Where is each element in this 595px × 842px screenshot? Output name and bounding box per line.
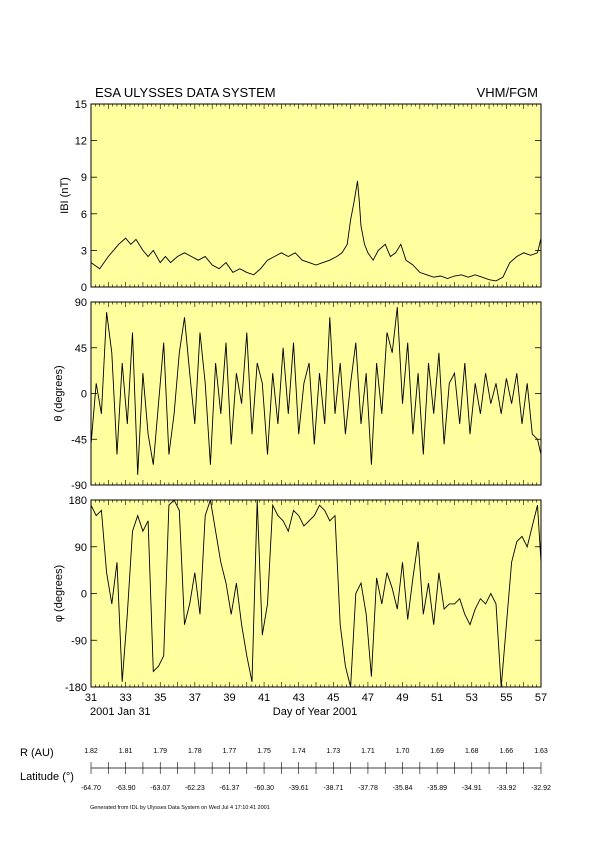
y-tick-label: 12 xyxy=(75,136,87,148)
y-tick-label: 3 xyxy=(81,245,87,257)
latitude-value: -38.71 xyxy=(323,785,343,792)
y-tick-label: 90 xyxy=(75,297,87,309)
x-tick-label: 57 xyxy=(535,692,547,704)
panel-magnitude: 0 3 6 9 12 15 IBI (nT) xyxy=(59,99,542,294)
y-tick-label: 90 xyxy=(75,542,87,554)
y-tick-label: 0 xyxy=(81,282,87,294)
x-tick-label: 45 xyxy=(327,692,339,704)
x-tick-label: 47 xyxy=(362,692,374,704)
r-value: 1.68 xyxy=(465,748,479,755)
panel-theta: -90 -45 0 45 90 θ (degrees) xyxy=(53,297,542,492)
x-tick-label: 37 xyxy=(189,692,201,704)
y-tick-label: 6 xyxy=(81,209,87,221)
x-axis-label: Day of Year 2001 xyxy=(273,706,357,718)
latitude-value: -32.92 xyxy=(531,785,551,792)
x-tick-label: 39 xyxy=(223,692,235,704)
r-value: 1.69 xyxy=(430,748,444,755)
y-tick-label: 0 xyxy=(81,589,87,601)
r-value: 1.63 xyxy=(534,748,548,755)
latitude-value: -60.30 xyxy=(254,785,274,792)
x-tick-label: 33 xyxy=(119,692,131,704)
header-instrument: VHM/FGM xyxy=(477,85,538,100)
plot-area xyxy=(90,103,542,288)
series-line xyxy=(90,499,542,688)
header-title: ESA ULYSSES DATA SYSTEM xyxy=(95,85,276,100)
y-tick-label: -90 xyxy=(71,635,87,647)
y-axis-label: IBI (nT) xyxy=(59,177,71,214)
x-tick-label: 51 xyxy=(431,692,443,704)
latitude-value: -39.61 xyxy=(289,785,309,792)
y-axis-label: φ (degrees) xyxy=(53,565,65,622)
y-tick-label: -180 xyxy=(65,682,87,694)
y-tick-label: -90 xyxy=(71,480,87,492)
latitude-value: -63.90 xyxy=(116,785,136,792)
r-value: 1.73 xyxy=(326,748,340,755)
x-tick-label: 53 xyxy=(466,692,478,704)
r-value: 1.81 xyxy=(119,748,133,755)
series-line xyxy=(90,180,542,282)
x-start-date: 2001 Jan 31 xyxy=(90,706,151,718)
r-value: 1.82 xyxy=(84,748,98,755)
x-tick-label: 31 xyxy=(85,692,97,704)
r-value: 1.78 xyxy=(188,748,202,755)
y-tick-label: 0 xyxy=(81,389,87,401)
r-value: 1.70 xyxy=(396,748,410,755)
r-value: 1.71 xyxy=(361,748,375,755)
r-value: 1.75 xyxy=(257,748,271,755)
latitude-value: -63.07 xyxy=(150,785,170,792)
x-tick-label: 35 xyxy=(154,692,166,704)
x-tick-label: 55 xyxy=(500,692,512,704)
r-value: 1.79 xyxy=(153,748,167,755)
r-value: 1.77 xyxy=(223,748,237,755)
latitude-value: -37.78 xyxy=(358,785,378,792)
series-line xyxy=(90,307,542,475)
y-tick-label: 180 xyxy=(69,495,87,507)
ephemeris-bar: 1.82 1.81 1.79 1.78 1.77 1.75 1.74 1.73 1.71 1.70… xyxy=(81,748,551,792)
latitude-value: -33.92 xyxy=(496,785,516,792)
latitude-value: -34.91 xyxy=(462,785,482,792)
y-axis-label: θ (degrees) xyxy=(53,365,65,421)
footer-credit: Generated from IDL by Ulysses Data Syste… xyxy=(90,805,270,811)
plot-area xyxy=(90,499,542,688)
r-value: 1.66 xyxy=(500,748,514,755)
latitude-value: -61.37 xyxy=(220,785,240,792)
x-axis-ticks: 31 33 35 37 39 41 43 45 47 49 51 53 55 57 xyxy=(85,692,547,704)
panel-phi: -180 -90 0 90 180 φ (degrees) xyxy=(53,495,542,694)
y-tick-label: -45 xyxy=(71,434,87,446)
x-tick-label: 49 xyxy=(396,692,408,704)
latitude-value: -35.84 xyxy=(393,785,413,792)
x-tick-label: 41 xyxy=(258,692,270,704)
y-tick-label: 45 xyxy=(75,343,87,355)
r-label: R (AU) xyxy=(20,747,54,759)
plot-area xyxy=(90,301,542,486)
y-tick-label: 15 xyxy=(75,99,87,111)
x-tick-label: 43 xyxy=(293,692,305,704)
r-value: 1.74 xyxy=(292,748,306,755)
latitude-value: -35.89 xyxy=(427,785,447,792)
latitude-value: -62.23 xyxy=(185,785,205,792)
latitude-label: Latitude (°) xyxy=(20,771,74,783)
latitude-value: -64.70 xyxy=(81,785,101,792)
y-tick-label: 9 xyxy=(81,172,87,184)
